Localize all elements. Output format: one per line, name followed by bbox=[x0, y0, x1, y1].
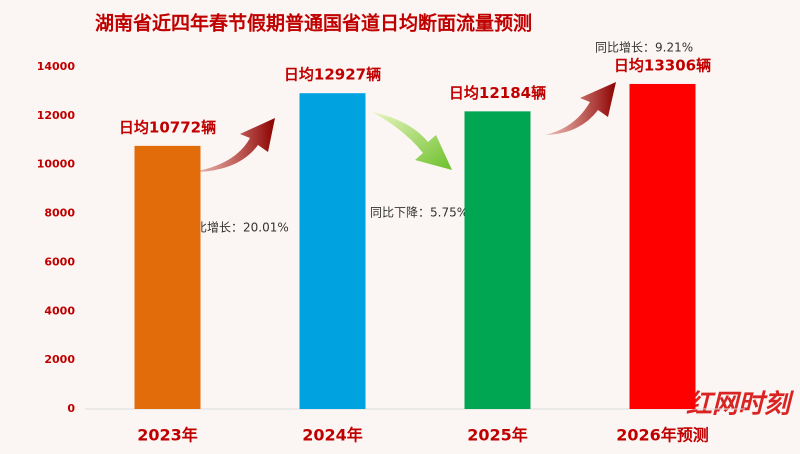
chart-title: 湖南省近四年春节假期普通国省道日均断面流量预测 bbox=[95, 12, 532, 35]
annotation: 同比增长：9.21% bbox=[595, 41, 693, 55]
arrow-down bbox=[372, 112, 452, 170]
y-tick-label: 6000 bbox=[44, 255, 75, 268]
annotation: 同比下降：5.75% bbox=[370, 206, 468, 220]
x-tick-label: 2025年 bbox=[467, 426, 528, 445]
value-label: 日均12184辆 bbox=[449, 84, 546, 102]
arrow-up bbox=[192, 118, 275, 172]
y-tick-label: 8000 bbox=[44, 207, 75, 220]
x-tick-label: 2026年预测 bbox=[616, 426, 709, 445]
bar bbox=[134, 145, 201, 410]
value-label: 日均12927辆 bbox=[284, 66, 381, 84]
y-tick-label: 4000 bbox=[44, 304, 75, 317]
x-tick-label: 2023年 bbox=[137, 426, 198, 445]
annotation: 同比增长：20.01% bbox=[183, 221, 289, 235]
y-tick-label: 12000 bbox=[37, 109, 76, 122]
y-tick-label: 2000 bbox=[44, 353, 75, 366]
bar bbox=[629, 83, 696, 409]
watermark: 红网时刻 bbox=[686, 390, 795, 420]
bar bbox=[464, 111, 531, 409]
arrow-up bbox=[545, 82, 616, 135]
y-tick-label: 0 bbox=[67, 402, 75, 415]
y-tick-label: 14000 bbox=[37, 60, 76, 73]
y-tick-label: 10000 bbox=[37, 158, 76, 171]
x-tick-label: 2024年 bbox=[302, 426, 363, 445]
value-label: 日均10772辆 bbox=[119, 118, 216, 136]
bar bbox=[299, 93, 366, 410]
value-label: 日均13306辆 bbox=[614, 56, 711, 74]
